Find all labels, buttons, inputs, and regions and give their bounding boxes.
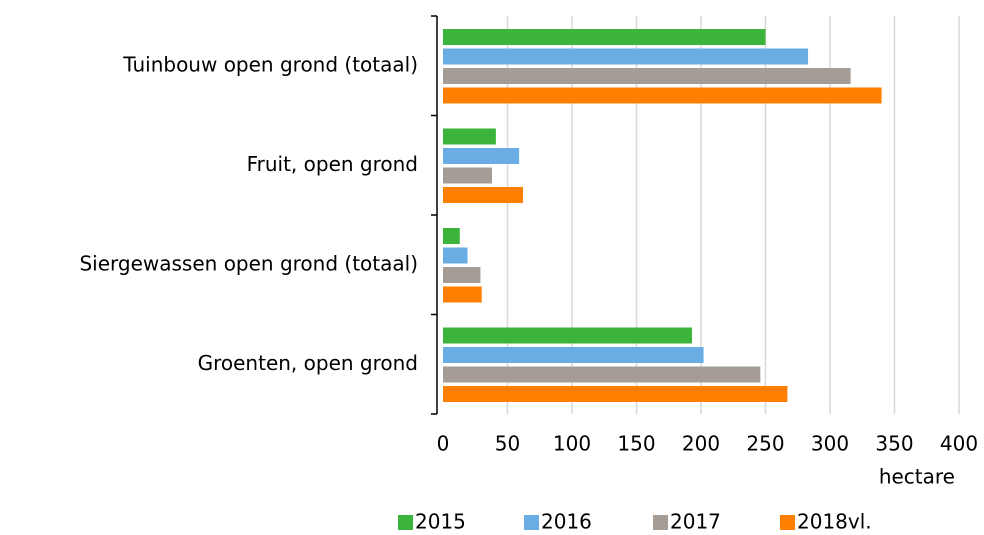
y-tick-label: Siergewassen open grond (totaal) bbox=[79, 251, 418, 275]
bar bbox=[443, 347, 704, 363]
x-tick-label: 300 bbox=[811, 432, 849, 456]
legend-label: 2017 bbox=[670, 510, 721, 534]
bar bbox=[443, 386, 788, 402]
legend-swatch bbox=[398, 515, 413, 530]
bar bbox=[443, 286, 482, 303]
bar bbox=[443, 187, 523, 203]
y-tick-label: Tuinbouw open grond (totaal) bbox=[122, 52, 418, 76]
legend-label: 2015 bbox=[415, 510, 466, 534]
bar bbox=[443, 128, 496, 145]
bar bbox=[443, 167, 493, 184]
x-tick-label: 400 bbox=[940, 432, 978, 456]
bar bbox=[443, 327, 692, 344]
x-axis-label: hectare bbox=[879, 465, 955, 489]
y-tick-label: Groenten, open grond bbox=[198, 351, 418, 375]
legend-label: 2016 bbox=[541, 510, 592, 534]
bar bbox=[443, 247, 468, 264]
bar bbox=[443, 267, 481, 283]
bar bbox=[443, 228, 460, 244]
bar bbox=[443, 87, 882, 104]
x-tick-label: 0 bbox=[437, 432, 450, 456]
legend-swatch bbox=[780, 515, 795, 530]
x-tick-label: 350 bbox=[875, 432, 913, 456]
legend-label: 2018vl. bbox=[797, 510, 872, 534]
legend-swatch bbox=[524, 515, 539, 530]
x-tick-label: 150 bbox=[617, 432, 655, 456]
x-tick-label: 50 bbox=[495, 432, 520, 456]
x-tick-label: 250 bbox=[746, 432, 784, 456]
bar bbox=[443, 366, 761, 383]
bar bbox=[443, 148, 520, 164]
bar bbox=[443, 48, 809, 65]
legend-swatch bbox=[653, 515, 668, 530]
bar bbox=[443, 29, 766, 45]
x-tick-label: 100 bbox=[553, 432, 591, 456]
y-tick-label: Fruit, open grond bbox=[247, 152, 418, 176]
bar bbox=[443, 68, 851, 84]
x-tick-label: 200 bbox=[682, 432, 720, 456]
